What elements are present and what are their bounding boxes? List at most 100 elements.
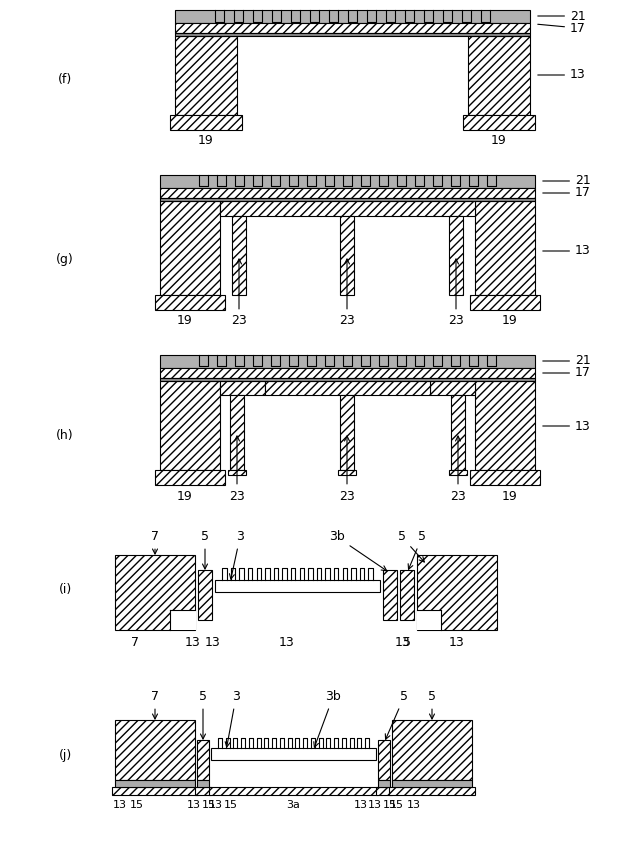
Text: 3b: 3b	[329, 530, 387, 571]
Bar	[230, 395, 244, 470]
Bar	[392, 780, 472, 787]
Bar	[197, 740, 209, 780]
Text: 13: 13	[209, 800, 223, 810]
Bar	[265, 381, 430, 395]
Text: 23: 23	[339, 259, 355, 328]
Text: 5: 5	[408, 530, 426, 569]
Text: 5: 5	[201, 530, 209, 569]
Text: 13: 13	[354, 800, 368, 810]
Text: 13: 13	[395, 637, 411, 649]
Text: 19: 19	[177, 489, 193, 502]
Bar	[155, 295, 225, 310]
Text: 23: 23	[339, 436, 355, 502]
Bar	[475, 201, 535, 295]
Bar	[160, 201, 220, 295]
Bar	[175, 36, 237, 115]
Text: 13: 13	[205, 637, 221, 649]
Text: 17: 17	[543, 186, 591, 199]
Text: (f): (f)	[58, 73, 72, 87]
Bar	[175, 33, 530, 36]
Bar	[232, 216, 246, 295]
Text: 21: 21	[543, 355, 591, 368]
Text: 15: 15	[202, 800, 216, 810]
Bar	[160, 368, 535, 378]
Text: 3: 3	[230, 530, 244, 579]
Text: 21: 21	[543, 174, 591, 187]
Text: 7: 7	[151, 690, 159, 719]
Text: 3b: 3b	[314, 690, 341, 747]
Bar	[115, 780, 195, 787]
Text: 5: 5	[199, 690, 207, 739]
Bar	[451, 395, 465, 470]
Bar	[340, 216, 354, 295]
Text: 21: 21	[538, 9, 586, 22]
Text: 19: 19	[177, 315, 193, 328]
Bar	[195, 787, 211, 795]
Bar	[468, 36, 530, 115]
Bar	[170, 115, 242, 130]
Bar	[115, 720, 195, 780]
Text: (j): (j)	[58, 749, 72, 762]
Bar	[160, 188, 535, 198]
Bar	[197, 780, 209, 787]
Text: 3: 3	[225, 690, 240, 747]
Bar	[449, 470, 467, 475]
Bar	[389, 787, 475, 795]
Bar	[198, 570, 212, 620]
Text: 3a: 3a	[286, 800, 300, 810]
Text: 13: 13	[113, 800, 127, 810]
Bar	[470, 470, 540, 485]
Bar	[417, 555, 497, 630]
Bar	[220, 381, 265, 395]
Text: 13: 13	[279, 637, 295, 649]
Text: 15: 15	[224, 800, 238, 810]
Text: 13: 13	[368, 800, 382, 810]
Bar	[160, 378, 535, 381]
Text: (i): (i)	[58, 584, 72, 597]
Bar	[400, 570, 414, 620]
Bar	[392, 720, 472, 780]
Bar	[175, 23, 530, 33]
Text: 13: 13	[187, 800, 201, 810]
Bar	[160, 355, 535, 368]
Bar	[211, 748, 376, 760]
Bar	[378, 740, 390, 780]
Bar	[338, 470, 356, 475]
Text: 15: 15	[130, 800, 144, 810]
Text: 23: 23	[450, 436, 466, 502]
Bar	[475, 381, 535, 470]
Bar	[340, 395, 354, 470]
Text: 13: 13	[407, 800, 421, 810]
Text: 13: 13	[543, 420, 591, 432]
Text: 17: 17	[543, 367, 591, 380]
Bar	[463, 115, 535, 130]
Text: 7: 7	[131, 637, 139, 649]
Bar	[155, 470, 225, 485]
Bar	[112, 787, 198, 795]
Bar	[160, 198, 535, 201]
Bar	[115, 555, 195, 630]
Text: 15: 15	[390, 800, 404, 810]
Bar	[376, 787, 392, 795]
Text: 23: 23	[231, 259, 247, 328]
Text: 5: 5	[403, 637, 411, 649]
Text: 7: 7	[151, 530, 159, 554]
Text: 13: 13	[449, 637, 465, 649]
Text: 17: 17	[538, 21, 586, 35]
Text: 19: 19	[198, 134, 214, 147]
Text: 13: 13	[185, 637, 201, 649]
Bar	[383, 570, 397, 620]
Bar	[160, 381, 220, 470]
Text: (h): (h)	[56, 429, 74, 442]
Bar	[417, 610, 442, 630]
Bar	[215, 580, 380, 592]
Bar	[430, 381, 475, 395]
Bar	[170, 610, 196, 630]
Text: 5: 5	[385, 690, 408, 740]
Bar	[175, 10, 530, 23]
Text: 19: 19	[491, 134, 507, 147]
Text: 5: 5	[428, 690, 436, 719]
Bar	[470, 295, 540, 310]
Text: 23: 23	[229, 436, 245, 502]
Text: 19: 19	[502, 489, 518, 502]
